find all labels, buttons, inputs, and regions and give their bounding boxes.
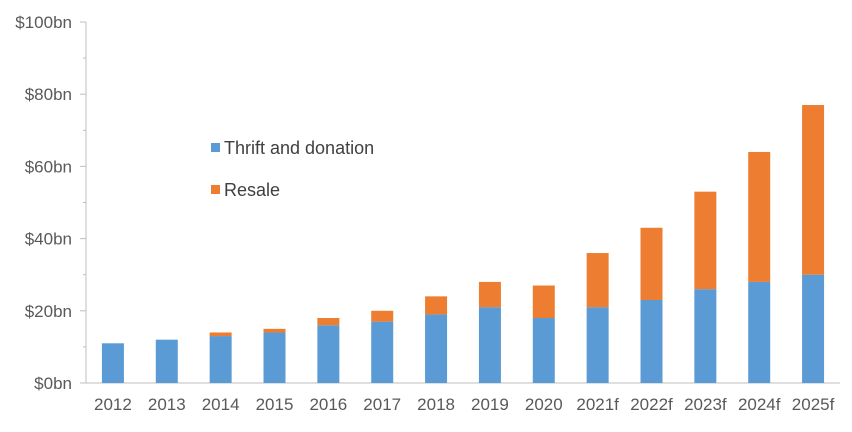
bar-resale-2020 <box>532 285 555 319</box>
y-tick-label: $40bn <box>25 230 72 249</box>
bar-resale-2019 <box>478 281 501 308</box>
legend-swatch-resale <box>211 185 220 194</box>
y-tick-label: $0bn <box>34 374 72 393</box>
x-tick-label: 2016 <box>309 395 347 414</box>
bar-thrift-2013 <box>155 339 178 383</box>
x-tick-label: 2017 <box>363 395 401 414</box>
legend: Thrift and donation Resale <box>211 138 374 200</box>
y-tick-labels: $0bn $20bn $40bn $60bn $80bn $100bn <box>15 13 72 393</box>
y-tick-label: $20bn <box>25 302 72 321</box>
bar-resale-2017 <box>371 310 394 322</box>
x-tick-label: 2025f <box>792 395 835 414</box>
bar-resale-2014 <box>209 332 232 337</box>
bar-resale-2016 <box>317 318 340 326</box>
bar-thrift-2015 <box>263 332 286 383</box>
bar-resale-2022f <box>640 227 663 300</box>
bar-resale-2018 <box>425 296 448 315</box>
x-tick-label: 2023f <box>684 395 727 414</box>
x-tick-label: 2020 <box>525 395 563 414</box>
x-tick-label: 2012 <box>94 395 132 414</box>
bar-thrift-2018 <box>425 314 448 383</box>
legend-label-resale: Resale <box>224 180 280 200</box>
x-tick-label: 2019 <box>471 395 509 414</box>
bar-thrift-2016 <box>317 325 340 383</box>
bar-thrift-2019 <box>478 307 501 383</box>
bar-resale-2015 <box>263 328 286 333</box>
axes <box>80 21 840 384</box>
x-tick-label: 2022f <box>630 395 673 414</box>
x-tick-label: 2018 <box>417 395 455 414</box>
x-tick-labels: 2012 2013 2014 2015 2016 2017 2018 2019 2020 2021… <box>94 395 835 414</box>
x-tick-label: 2021f <box>576 395 619 414</box>
y-tick-label: $100bn <box>15 13 72 32</box>
bar-thrift-2017 <box>371 321 394 383</box>
bar-thrift-2024f <box>748 281 771 383</box>
bar-thrift-2012 <box>101 343 124 383</box>
bar-resale-2023f <box>694 191 717 290</box>
legend-label-thrift: Thrift and donation <box>224 138 374 158</box>
y-tick-label: $60bn <box>25 157 72 176</box>
bar-resale-2021f <box>586 253 609 308</box>
bar-resale-2024f <box>748 151 771 282</box>
x-tick-label: 2024f <box>738 395 781 414</box>
legend-swatch-thrift <box>211 143 220 152</box>
bar-thrift-2021f <box>586 307 609 383</box>
x-tick-label: 2014 <box>202 395 240 414</box>
bar-thrift-2022f <box>640 299 663 383</box>
bar-thrift-2014 <box>209 336 232 383</box>
bar-resale-2025f <box>802 105 825 275</box>
bar-thrift-2023f <box>694 289 717 383</box>
y-tick-label: $80bn <box>25 85 72 104</box>
bar-thrift-2025f <box>802 274 825 383</box>
x-tick-label: 2015 <box>256 395 294 414</box>
bar-thrift-2020 <box>532 318 555 383</box>
bars <box>101 105 825 383</box>
x-tick-label: 2013 <box>148 395 186 414</box>
